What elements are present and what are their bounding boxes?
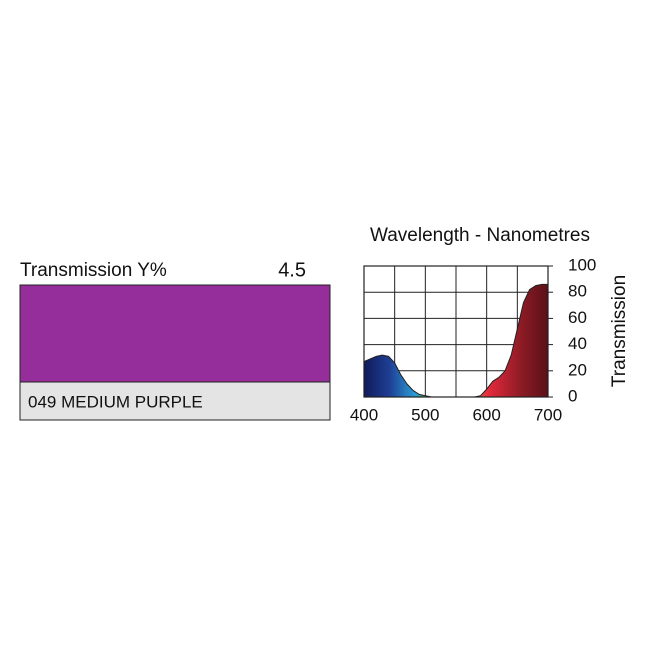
y-tick-label: 20 [568,360,587,379]
plot-frame [363,265,549,398]
swatch-label: Transmission Y% [20,260,167,281]
swatch-name: 049 MEDIUM PURPLE [28,392,203,411]
y-tick-label: 60 [568,308,587,327]
swatch-name-box [19,381,331,421]
y-tick-label: 100 [568,255,596,274]
x-tick-label: 700 [534,405,562,424]
swatch-color [19,284,331,383]
x-tick-label: 500 [411,405,439,424]
y-axis-label: Transmission [609,275,630,387]
y-tick-label: 40 [568,334,587,353]
x-tick-label: 400 [350,405,378,424]
y-tick-label: 80 [568,282,587,301]
swatch-value: 4.5 [278,259,306,281]
chart-title: Wavelength - Nanometres [370,225,590,246]
area [364,284,548,397]
x-tick-label: 600 [472,405,500,424]
y-tick-label: 0 [568,386,577,405]
